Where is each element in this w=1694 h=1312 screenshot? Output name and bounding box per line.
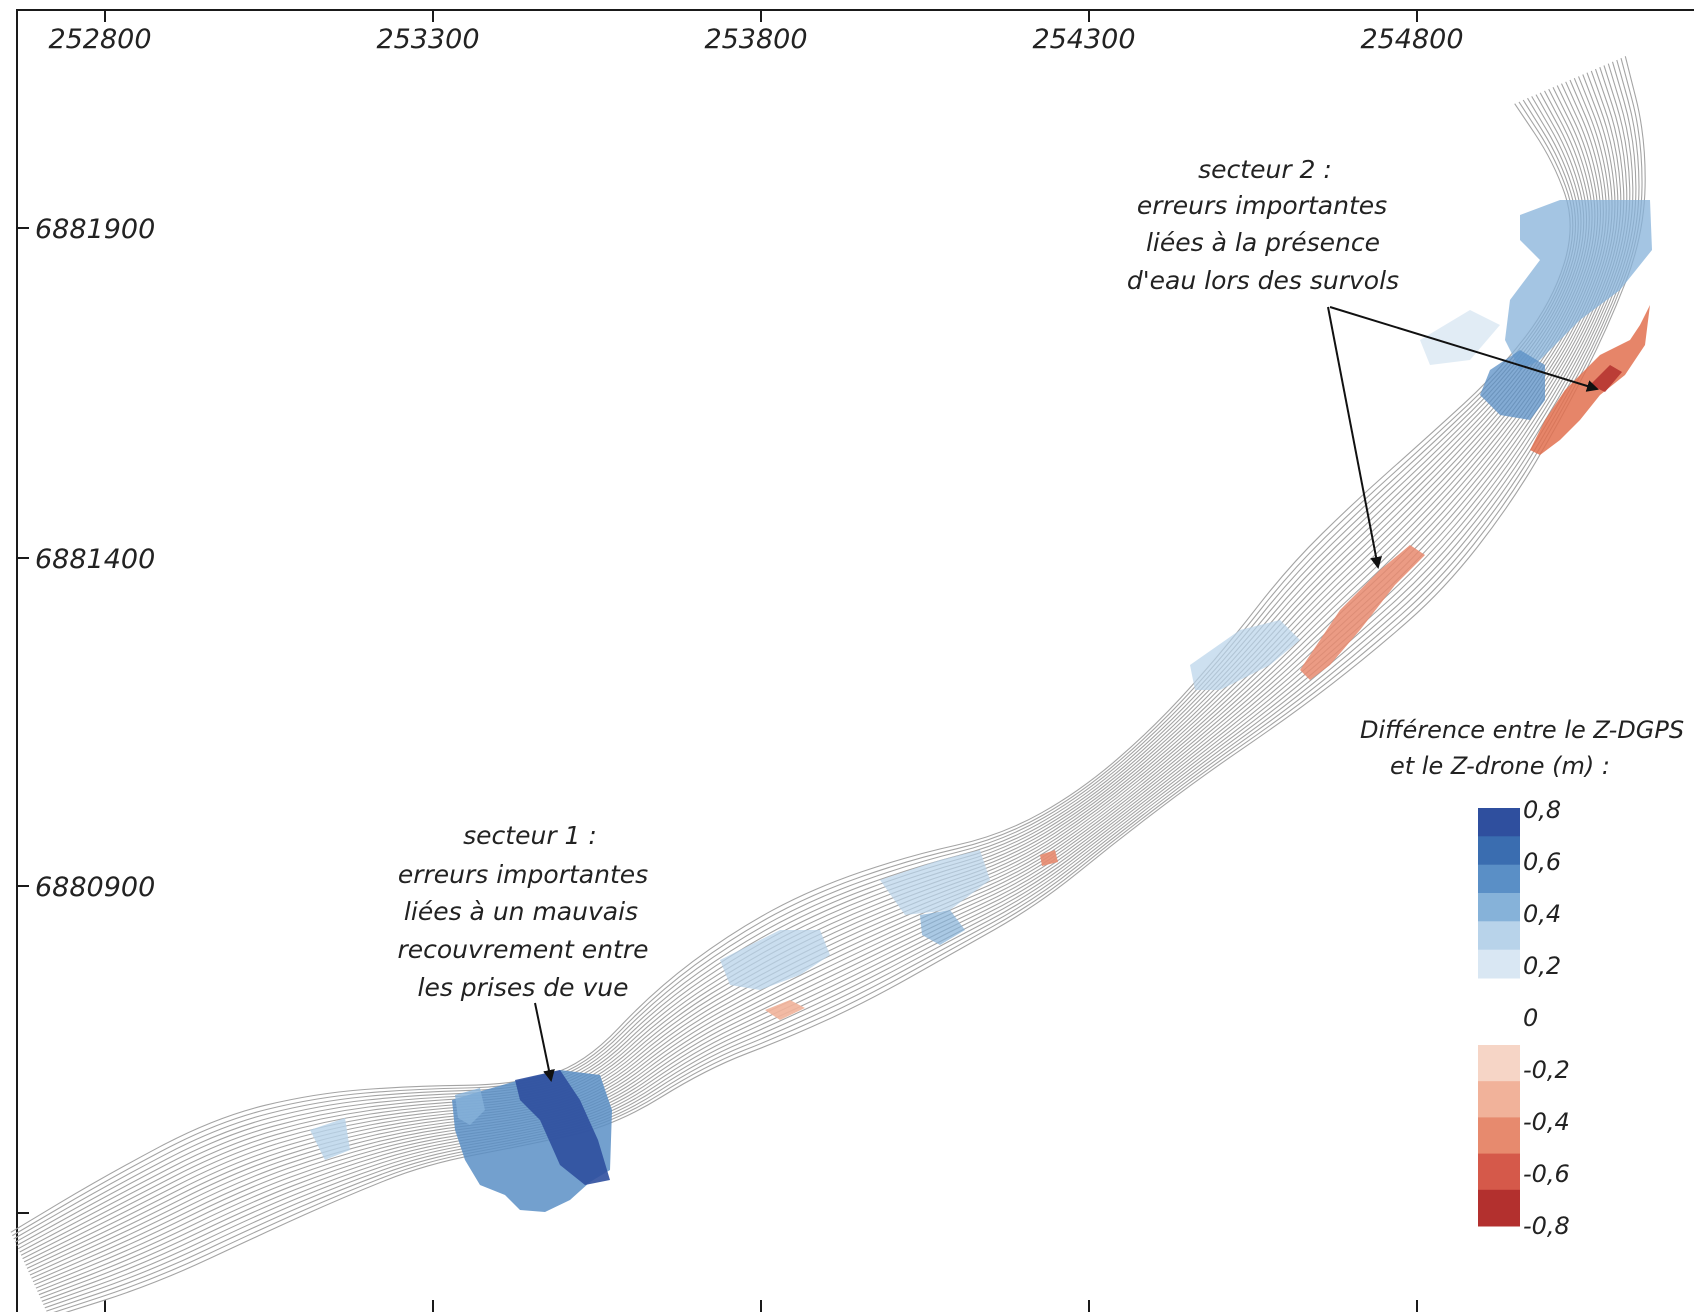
sector2-arrow-right: [1329, 306, 1599, 392]
sector2-line-1: secteur 2 :: [1198, 155, 1332, 184]
legend-swatch-negative: [1478, 1117, 1520, 1155]
sector2-arrow-left: [1327, 306, 1383, 569]
legend-swatch-negative: [1478, 1153, 1520, 1191]
bank-small-patch-2: [1040, 850, 1058, 866]
lower-bank-patch: [1300, 545, 1425, 680]
contour-line: [43, 63, 1634, 1306]
river-contour-lines: [10, 56, 1646, 1312]
legend: Différence entre le Z-DGPS et le Z-drone…: [1360, 716, 1684, 1240]
legend-swatch-negative: [1478, 1189, 1520, 1227]
contour-line: [53, 57, 1643, 1312]
legend-title-line-1: Différence entre le Z-DGPS: [1360, 716, 1684, 744]
x-tick-label-254300: 254300: [1032, 24, 1135, 55]
positive-error-patches: [310, 200, 1652, 1212]
sector2-line-4: d'eau lors des survols: [1127, 266, 1399, 295]
sector1-arrow: [534, 1002, 555, 1082]
contour-line: [41, 65, 1631, 1302]
legend-label-0-4: 0,4: [1523, 900, 1561, 928]
legend-swatch-positive: [1478, 808, 1520, 837]
x-tick-label-253300: 253300: [376, 24, 479, 55]
y-tick-label-6880900: 6880900: [35, 872, 155, 903]
contour-line: [37, 70, 1622, 1292]
contour-line: [35, 72, 1619, 1289]
legend-swatch-positive: [1478, 893, 1520, 922]
contour-line: [34, 74, 1616, 1286]
contour-line: [10, 103, 1571, 1233]
sector1-line-5: les prises de vue: [418, 973, 629, 1002]
sector1-line-1: secteur 1 :: [463, 821, 597, 850]
contour-line: [25, 85, 1599, 1266]
legend-label-0-2: 0,2: [1523, 952, 1561, 980]
sector2-mid-patch: [1480, 350, 1545, 420]
legend-label-0: 0: [1523, 1004, 1538, 1032]
sector1-line-3: liées à un mauvais: [404, 897, 638, 926]
contour-line: [38, 68, 1625, 1296]
contour-line: [26, 83, 1602, 1269]
map-frame: [16, 9, 1694, 1312]
sector2-bank-patch: [1530, 305, 1650, 455]
sector1-line-2: erreurs importantes: [398, 860, 648, 889]
contour-line: [32, 76, 1613, 1283]
sector2-line-2: erreurs importantes: [1137, 191, 1387, 220]
contour-line: [40, 67, 1628, 1299]
bank-small-patch-1: [765, 1000, 805, 1020]
sector2-line-3: liées à la présence: [1146, 228, 1380, 257]
x-tick-label-252800: 252800: [48, 24, 151, 55]
contour-line: [22, 88, 1593, 1260]
legend-label-neg-0-4: -0,4: [1523, 1108, 1570, 1136]
contour-line: [23, 87, 1596, 1263]
legend-label-0-6: 0,6: [1523, 848, 1561, 876]
upper-mid-patch: [1190, 620, 1300, 690]
legend-label-neg-0-8: -0,8: [1523, 1212, 1570, 1240]
y-axis-labels: 6881900 6881400 6880900: [35, 214, 155, 903]
legend-label-neg-0-6: -0,6: [1523, 1160, 1570, 1188]
legend-swatch-negative: [1478, 1045, 1520, 1082]
contour-line: [28, 81, 1604, 1273]
legend-label-0-8: 0,8: [1523, 796, 1561, 824]
y-tick-label-6881400: 6881400: [35, 544, 155, 575]
mid-right-patch: [920, 910, 965, 945]
sector2-upper-patch: [1505, 200, 1652, 370]
annotation-sector1: secteur 1 : erreurs importantes liées à …: [397, 821, 648, 1002]
legend-swatch-positive: [1478, 836, 1520, 866]
x-tick-label-254800: 254800: [1360, 24, 1463, 55]
contour-line: [29, 79, 1607, 1276]
x-axis-labels: 252800 253300 253800 254300 254800: [48, 24, 1463, 55]
sector1-core-patch: [515, 1070, 610, 1185]
sector1-line-4: recouvrement entre: [397, 935, 648, 964]
mid-upper-patch: [880, 850, 990, 915]
legend-label-neg-0-2: -0,2: [1523, 1056, 1570, 1084]
contour-line: [65, 56, 1646, 1312]
legend-title-line-2: et le Z-drone (m) :: [1390, 752, 1610, 780]
annotation-arrows: [534, 306, 1599, 1082]
sector2-light-patch: [1420, 310, 1500, 365]
legend-color-ramp: [1478, 808, 1520, 1227]
legend-swatch-positive: [1478, 949, 1520, 979]
sector1-west-patch: [310, 1118, 350, 1160]
sector1-left-patch: [455, 1088, 485, 1125]
tick-marks: [17, 10, 1418, 1312]
legend-swatch-positive: [1478, 864, 1520, 894]
mid-lower-patch: [720, 930, 830, 990]
legend-swatch-negative: [1478, 1081, 1520, 1118]
x-tick-label-253800: 253800: [704, 24, 807, 55]
annotation-sector2: secteur 2 : erreurs importantes liées à …: [1127, 155, 1399, 295]
contour-line: [31, 77, 1610, 1279]
y-tick-label-6881900: 6881900: [35, 214, 155, 245]
contour-line: [44, 61, 1637, 1309]
contour-line: [12, 101, 1574, 1237]
legend-swatch-positive: [1478, 921, 1520, 951]
